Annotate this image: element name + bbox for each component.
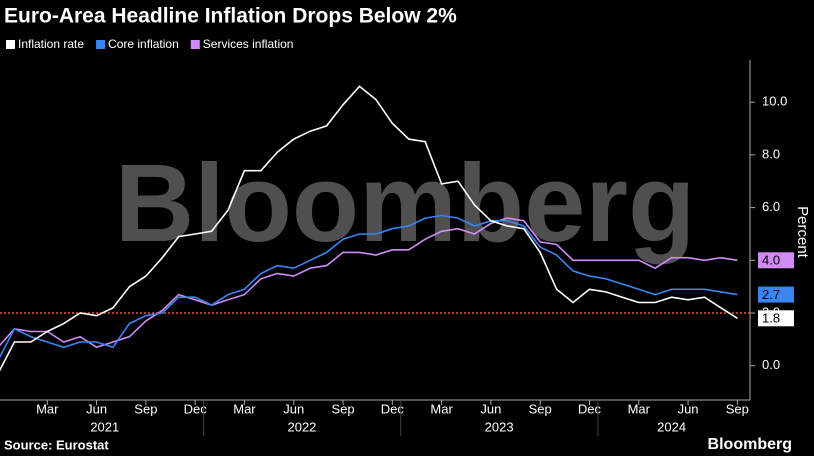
source: Source: Eurostat	[4, 437, 109, 452]
x-tick-label: Sep	[529, 401, 552, 416]
x-tick-label: Mar	[233, 401, 256, 416]
x-tick-label: Jun	[678, 401, 699, 416]
x-tick-label: Dec	[578, 401, 602, 416]
y-tick-label: 10.0	[762, 94, 787, 109]
end-label-box	[758, 310, 794, 327]
x-tick-label: Sep	[726, 401, 749, 416]
y-tick-label: 8.0	[762, 146, 780, 161]
x-tick-label: Sep	[134, 401, 157, 416]
year-label: 2023	[485, 419, 514, 434]
x-tick-label: Jun	[283, 401, 304, 416]
x-tick-label: Mar	[628, 401, 651, 416]
end-label: 1.8	[762, 311, 780, 326]
legend-label: Inflation rate	[18, 37, 84, 51]
year-label: 2024	[657, 419, 686, 434]
end-label-box	[758, 252, 794, 269]
series-line	[0, 217, 738, 349]
x-tick-label: Jun	[86, 401, 107, 416]
end-label: 2.7	[762, 287, 780, 302]
x-tick-label: Jun	[480, 401, 501, 416]
watermark: Bloomberg	[115, 142, 696, 265]
x-tick-label: Dec	[184, 401, 208, 416]
brand: Bloomberg	[708, 436, 792, 453]
end-label-box	[758, 286, 794, 303]
y-tick-label: 6.0	[762, 199, 780, 214]
y-tick-label: 0.0	[762, 357, 780, 372]
year-label: 2021	[90, 419, 119, 434]
x-tick-label: Mar	[36, 401, 59, 416]
x-tick-label: Sep	[331, 401, 354, 416]
legend-swatch	[6, 40, 15, 49]
legend-swatch	[96, 40, 106, 49]
y-axis-label: Percent	[794, 206, 811, 259]
year-label: 2022	[287, 419, 316, 434]
x-tick-label: Mar	[430, 401, 453, 416]
legend-label: Core inflation	[108, 37, 179, 51]
legend-swatch	[190, 40, 200, 49]
series-line	[0, 214, 738, 359]
chart-title: Euro-Area Headline Inflation Drops Below…	[4, 5, 457, 28]
legend-label: Services inflation	[203, 37, 294, 51]
end-label: 4.0	[762, 253, 780, 268]
series-line	[0, 85, 738, 372]
x-tick-label: Dec	[381, 401, 405, 416]
